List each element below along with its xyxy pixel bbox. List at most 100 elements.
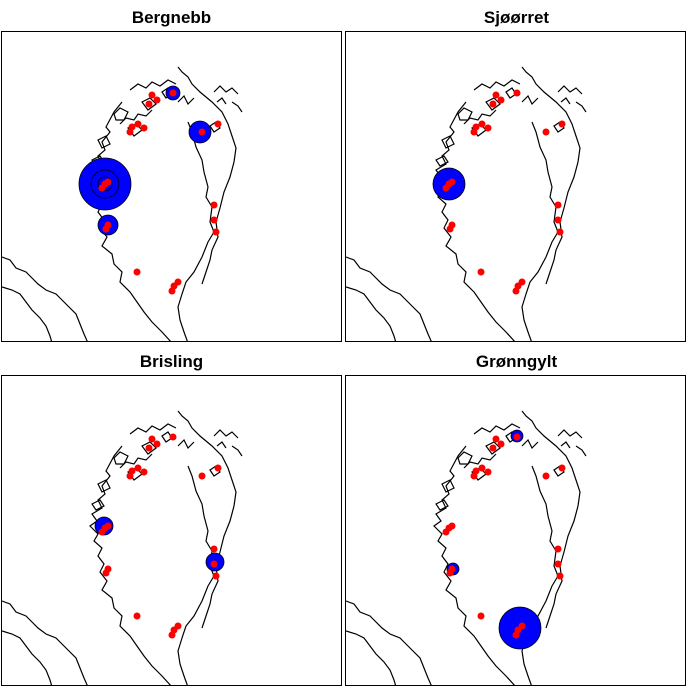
station-dot (153, 440, 161, 448)
station-dot (542, 472, 550, 480)
map-sjoorret (346, 66, 587, 341)
survey-marks (446, 429, 542, 650)
coastline-segment (346, 630, 397, 685)
station-dot (212, 572, 220, 580)
station-dot (214, 120, 222, 128)
coastline-segment (521, 66, 581, 285)
coastline-segment (177, 465, 215, 685)
station-dot (470, 128, 478, 136)
island-outline (435, 155, 449, 167)
panel-title-brisling: Brisling (139, 352, 204, 371)
station-dot (446, 569, 454, 577)
station-dot (558, 464, 566, 472)
station-dot (477, 268, 485, 276)
station-dot (198, 472, 206, 480)
station-dot (489, 100, 497, 108)
island-outline (553, 121, 565, 133)
station-dot (133, 612, 141, 620)
station-dot (198, 128, 206, 136)
station-dot (554, 560, 562, 568)
island-outline (97, 479, 111, 493)
station-dot (169, 433, 177, 441)
coastline (2, 66, 243, 341)
survey-marks (94, 516, 225, 572)
island-outline (97, 135, 111, 149)
station-dot (174, 278, 182, 286)
island-outline (209, 121, 221, 133)
coastline-segment (2, 630, 53, 685)
coastline-segment (177, 66, 237, 285)
coastline-segment (560, 97, 571, 105)
station-dot (104, 178, 112, 186)
island-outline (91, 499, 105, 511)
map-panel-sjoorret (345, 31, 686, 342)
coastline-segment (177, 121, 215, 341)
coastline-segment (2, 286, 53, 341)
coastline-segment (177, 438, 195, 450)
station-dot (556, 228, 564, 236)
coastline-segment (231, 101, 243, 113)
station-dot (145, 100, 153, 108)
station-dot (98, 528, 106, 536)
station-dot (134, 120, 142, 128)
station-dot (102, 569, 110, 577)
coastline-segment (346, 256, 432, 341)
coastline-segment (129, 79, 177, 91)
station-dot (153, 96, 161, 104)
station-dots (98, 89, 222, 295)
coastline (346, 66, 587, 341)
station-dot (210, 560, 218, 568)
station-dot (497, 440, 505, 448)
map-panel-bergnebb (1, 31, 342, 342)
station-dot (554, 201, 562, 209)
coastline (2, 410, 243, 685)
station-dot (484, 468, 492, 476)
panel-title-bergnebb: Bergnebb (131, 8, 212, 27)
island-outline (457, 107, 473, 121)
island-outline (141, 441, 157, 455)
station-dot (518, 278, 526, 286)
station-dot (210, 545, 218, 553)
station-dots (442, 433, 566, 639)
map-gronngylt (346, 410, 587, 685)
station-dot (448, 178, 456, 186)
coastline-segment (346, 600, 432, 685)
station-dot (554, 545, 562, 553)
coastline-segment (177, 94, 195, 106)
station-dot (513, 433, 521, 441)
station-dot (512, 287, 520, 295)
island-outline (441, 135, 455, 149)
station-dots (442, 89, 566, 295)
map-bergnebb (2, 66, 243, 341)
station-dot (169, 89, 177, 97)
coastline-segment (557, 85, 583, 95)
island-outline (441, 479, 455, 493)
station-dot (214, 464, 222, 472)
island-outline (435, 499, 449, 511)
coastline-segment (213, 429, 239, 439)
coastline-segment (213, 85, 239, 95)
station-dot (478, 464, 486, 472)
station-dot (126, 472, 134, 480)
station-dot (542, 128, 550, 136)
panel-title-sjoorret: Sjøørret (483, 8, 550, 27)
station-dot (446, 225, 454, 233)
island-outline (553, 465, 565, 477)
station-dot (442, 528, 450, 536)
station-dot (148, 91, 156, 99)
station-dot (556, 572, 564, 580)
coastline-segment (473, 423, 521, 435)
coastline-segment (575, 101, 587, 113)
station-dot (478, 120, 486, 128)
station-dot (126, 128, 134, 136)
coastline (346, 410, 587, 685)
coastline-segment (2, 256, 88, 341)
coastline-segment (521, 94, 539, 106)
coastline-segment (177, 410, 237, 629)
station-dot (513, 89, 521, 97)
island-outline (141, 97, 157, 111)
station-dot (518, 622, 526, 630)
coastline-segment (521, 438, 539, 450)
island-outline (113, 107, 129, 121)
station-dot (140, 124, 148, 132)
